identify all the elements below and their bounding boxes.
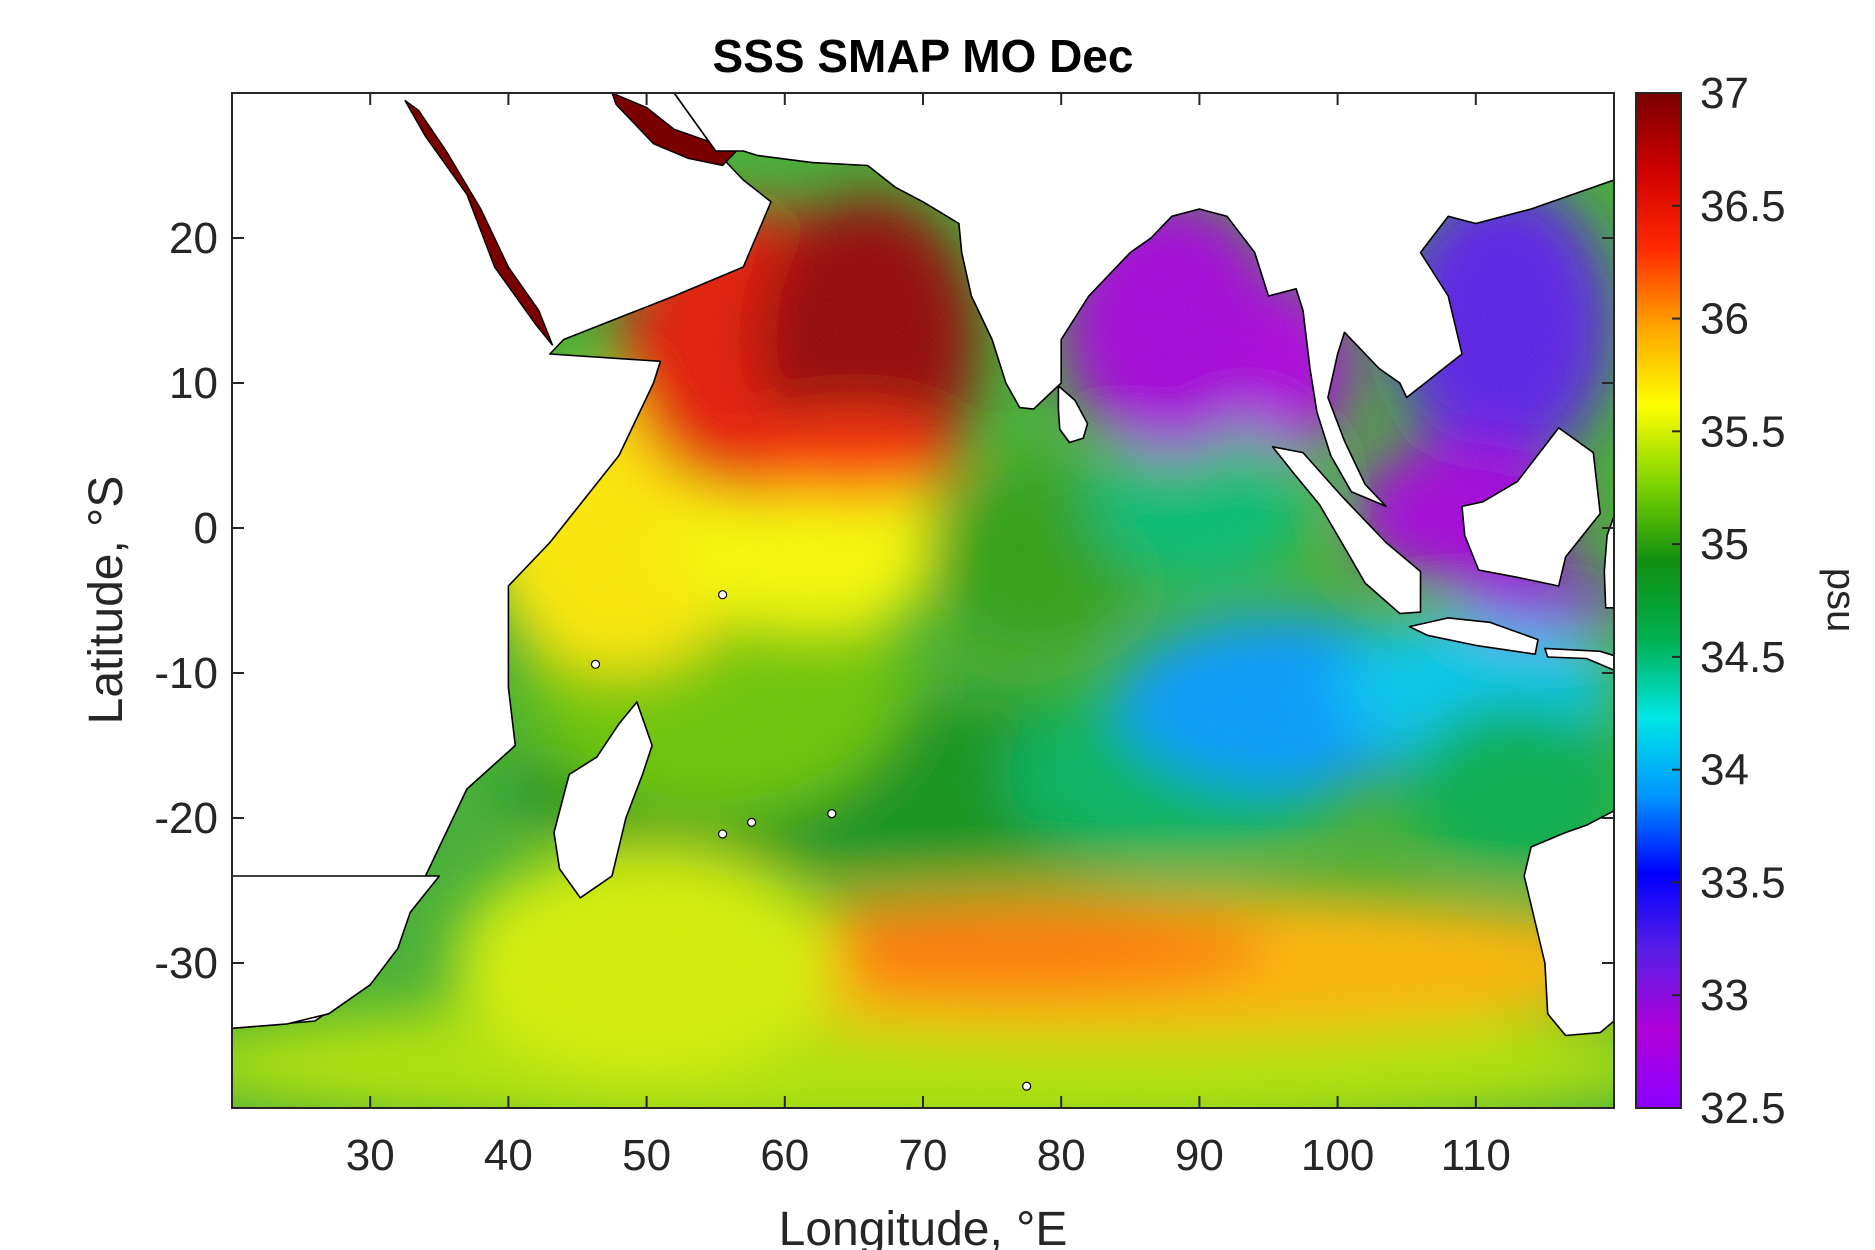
island-0 (718, 590, 728, 600)
colorbar-tick-label: 35 (1700, 520, 1749, 569)
colorbar (1635, 92, 1682, 1109)
land-java (1408, 617, 1539, 655)
colorbar-tick-label: 34.5 (1700, 633, 1786, 682)
land-sri-lanka (1057, 385, 1089, 444)
land-borneo (1461, 427, 1601, 587)
y-tick-label: 10 (169, 359, 218, 408)
colorbar-tick-label: 32.5 (1700, 1084, 1786, 1133)
x-tick-label: 30 (346, 1131, 395, 1180)
x-tick-label: 100 (1301, 1131, 1374, 1180)
colorbar-tick-label: 36.5 (1700, 182, 1786, 231)
y-tick-label: -10 (154, 649, 218, 698)
y-tick-label: 0 (194, 504, 218, 553)
colorbar-tick-label: 33.5 (1700, 858, 1786, 907)
x-axis-label: Longitude, °E (779, 1203, 1068, 1250)
y-tick-label: -30 (154, 939, 218, 988)
colorbar-ticks: 37 36.5 36 35.5 35 34.5 34 33.5 33 32.5 (1672, 69, 1786, 1133)
island-4 (590, 659, 601, 669)
chart-title: SSS SMAP MO Dec (713, 30, 1134, 82)
land-sulawesi (1603, 515, 1614, 609)
x-axis: 30 40 50 60 70 80 90 100 110 (346, 93, 1511, 1180)
island-2 (718, 829, 728, 839)
island-3 (827, 809, 837, 819)
land-asia-india (673, 93, 1614, 508)
land-masses (232, 93, 1614, 1108)
y-tick-label: -20 (154, 794, 218, 843)
land-south-africa (232, 875, 441, 1030)
x-tick-label: 90 (1175, 1131, 1224, 1180)
x-tick-label: 70 (899, 1131, 948, 1180)
island-5 (1022, 1081, 1032, 1091)
island-1 (747, 817, 757, 827)
y-tick-label: 20 (169, 214, 218, 263)
colorbar-tick-label: 34 (1700, 746, 1749, 795)
colorbar-tick-label: 36 (1700, 295, 1749, 344)
x-tick-label: 80 (1037, 1131, 1086, 1180)
x-tick-label: 60 (760, 1131, 809, 1180)
land-australia (1523, 810, 1614, 1108)
x-tick-label: 40 (484, 1131, 533, 1180)
colorbar-tick-label: 37 (1700, 69, 1749, 118)
y-axis-label: Latitude, °S (80, 476, 133, 725)
y-axis: 20 10 0 -10 -20 -30 (154, 214, 1614, 988)
land-lesser-sunda (1544, 647, 1614, 671)
land-madagascar (553, 701, 653, 899)
red-sea (404, 99, 554, 346)
x-tick-label: 50 (622, 1131, 671, 1180)
land-sumatra (1271, 446, 1422, 615)
persian-gulf (611, 93, 738, 167)
x-tick-label: 110 (1441, 1131, 1511, 1180)
map-area (232, 93, 1614, 1108)
colorbar-tick-label: 33 (1700, 971, 1749, 1020)
colorbar-label: psu (1819, 568, 1863, 633)
colorbar-tick-label: 35.5 (1700, 407, 1786, 456)
